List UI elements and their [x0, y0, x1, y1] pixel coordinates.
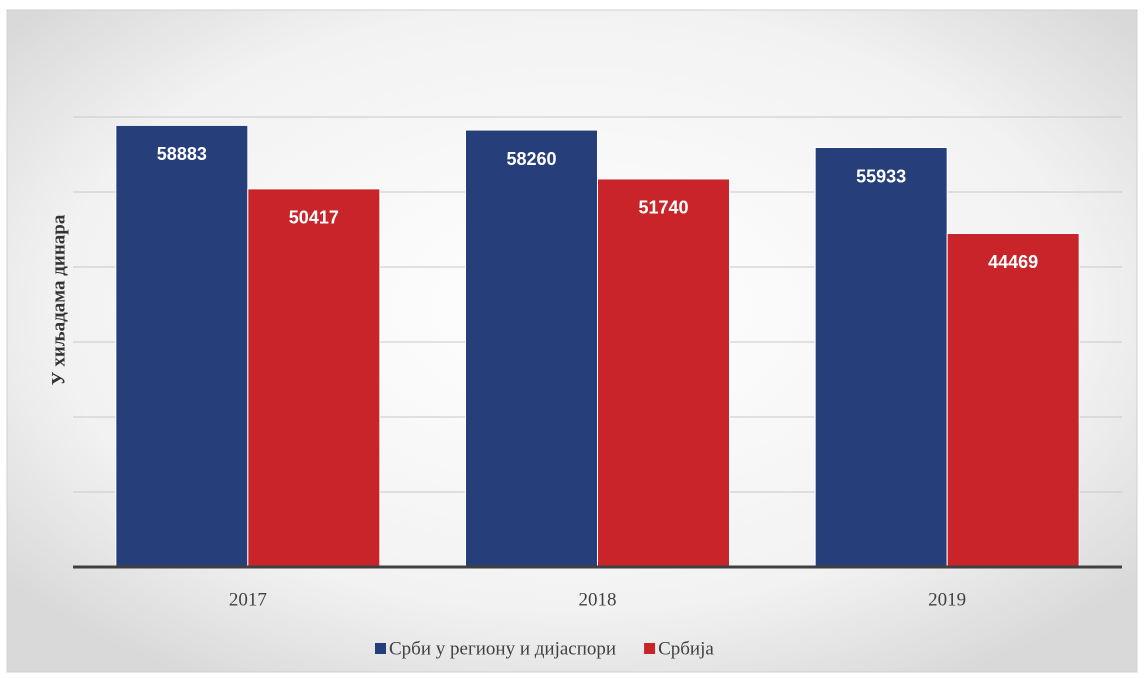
data-label: 51740	[638, 198, 688, 218]
bar	[115, 124, 249, 568]
x-tick-label: 2019	[928, 589, 966, 610]
bar	[247, 188, 381, 568]
data-label: 58883	[157, 144, 207, 164]
bar	[814, 147, 948, 568]
data-label: 58260	[506, 149, 556, 169]
legend-label: Срби у региону и дијаспори	[389, 638, 616, 659]
data-label: 50417	[289, 208, 339, 228]
data-label: 44469	[988, 252, 1038, 272]
x-tick-label: 2018	[579, 589, 617, 610]
bar	[597, 178, 730, 568]
bar	[465, 129, 598, 568]
legend-swatch	[375, 643, 386, 654]
data-label: 55933	[856, 166, 906, 186]
y-axis-label: У хиљадама динара	[48, 214, 69, 385]
legend-label: Србија	[658, 638, 714, 659]
bar	[946, 232, 1080, 568]
legend-swatch	[644, 643, 656, 654]
x-tick-label: 2017	[229, 589, 267, 610]
